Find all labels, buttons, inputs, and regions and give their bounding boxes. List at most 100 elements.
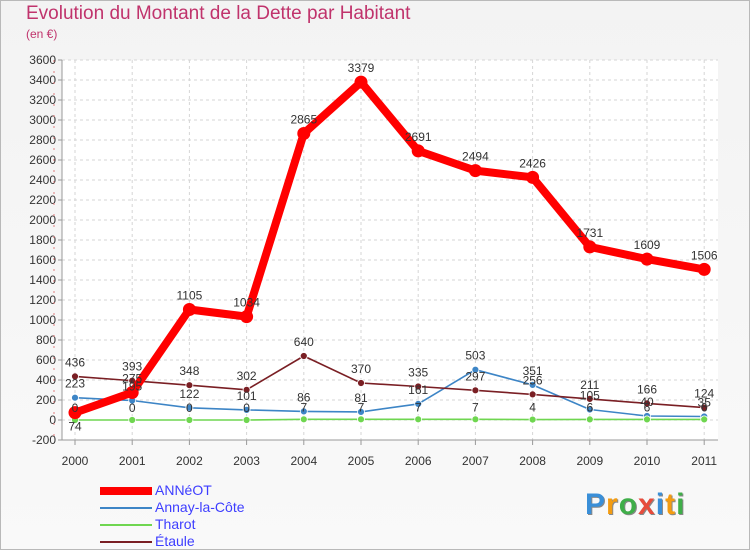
x-tick-label: 2001 — [119, 454, 146, 468]
data-label-3: 211 — [580, 378, 599, 392]
legend-label: Étaule — [155, 533, 195, 549]
data-point-3 — [585, 394, 594, 403]
legend-swatch — [100, 541, 152, 543]
data-point-2 — [185, 416, 194, 424]
data-label-1: 503 — [465, 349, 485, 363]
y-tick-label: 2000 — [29, 213, 56, 227]
x-tick-label: 2002 — [176, 454, 203, 468]
y-tick-label: -200 — [32, 433, 56, 447]
data-point-0 — [640, 252, 654, 266]
data-point-0 — [411, 144, 425, 158]
axes: -200020040060080010001200140016001800200… — [29, 53, 718, 468]
data-point-1 — [528, 380, 537, 389]
data-point-3 — [700, 403, 709, 412]
legend-swatch — [100, 487, 152, 495]
data-point-2 — [700, 415, 709, 424]
data-point-2 — [585, 415, 594, 424]
data-label-2: 4 — [529, 401, 536, 415]
data-label-0: 2691 — [405, 130, 432, 144]
y-tick-label: 3200 — [29, 93, 56, 107]
y-tick-label: 200 — [36, 393, 56, 407]
y-tick-label: 3000 — [29, 113, 56, 127]
data-label-1: 101 — [237, 389, 257, 403]
data-point-1 — [299, 407, 308, 416]
data-point-0 — [182, 303, 196, 316]
y-tick-label: 1600 — [29, 253, 56, 267]
y-tick-label: 3400 — [29, 73, 56, 87]
x-tick-label: 2010 — [634, 454, 661, 468]
y-tick-label: 800 — [36, 333, 56, 347]
data-point-1 — [71, 393, 79, 402]
data-point-0 — [297, 127, 311, 140]
legend-label: Annay-la-Côte — [155, 499, 245, 515]
data-label-1: 40 — [640, 395, 654, 409]
logo-letter: P — [585, 488, 607, 521]
data-point-1 — [185, 403, 194, 412]
data-label-3: 124 — [694, 387, 714, 401]
x-tick-label: 2009 — [576, 454, 603, 468]
data-label-0: 1105 — [176, 289, 202, 303]
y-tick-label: 2800 — [29, 133, 56, 147]
logo-letter: o — [618, 488, 639, 521]
data-point-2 — [128, 416, 137, 424]
data-label-0: 2494 — [462, 150, 489, 164]
chart-subtitle: (en €) — [26, 27, 58, 41]
data-point-3 — [414, 382, 423, 391]
data-point-0 — [526, 170, 540, 184]
data-label-3: 436 — [65, 355, 85, 369]
x-tick-label: 2004 — [290, 454, 317, 468]
data-label-2: 6 — [644, 400, 651, 414]
y-tick-label: 600 — [36, 353, 56, 367]
data-point-3 — [471, 386, 480, 395]
legend-label: ANNéOT — [155, 482, 212, 498]
series-line-3 — [74, 355, 706, 409]
logo-letter: x — [638, 488, 656, 521]
chart-title: Evolution du Montant de la Dette par Hab… — [26, 3, 411, 24]
data-point-3 — [185, 381, 194, 390]
data-label-1: 223 — [65, 377, 85, 391]
series-line-0 — [71, 78, 709, 417]
data-point-3 — [643, 399, 651, 408]
x-tick-label: 2007 — [462, 454, 489, 468]
data-label-2: 7 — [300, 400, 307, 414]
logo-letter: r — [606, 488, 619, 521]
data-point-3 — [299, 352, 308, 360]
data-label-1: 81 — [354, 391, 368, 405]
data-label-3: 302 — [237, 369, 257, 383]
x-tick-label: 2006 — [405, 454, 432, 468]
data-point-2 — [299, 415, 308, 424]
data-label-2: 0 — [72, 401, 79, 415]
y-tick-label: 400 — [36, 373, 56, 387]
data-label-2: 6 — [586, 400, 593, 414]
data-label-3: 166 — [637, 382, 657, 396]
data-label-2: 7 — [472, 400, 479, 414]
data-point-2 — [357, 415, 365, 424]
data-point-0 — [697, 262, 711, 276]
data-label-2: 0 — [186, 401, 193, 415]
data-label-3: 348 — [179, 364, 199, 378]
y-tick-label: 2200 — [29, 193, 56, 207]
data-label-0: 74 — [68, 420, 82, 434]
x-tick-label: 2008 — [519, 454, 546, 468]
y-tick-label: 2600 — [29, 153, 56, 167]
data-point-3 — [71, 372, 79, 381]
y-tick-label: 1400 — [29, 273, 56, 287]
proxiti-logo: Proxiti — [585, 488, 685, 522]
data-label-0: 2865 — [290, 113, 317, 127]
data-point-2 — [528, 415, 537, 424]
data-point-0 — [125, 386, 139, 399]
data-point-3 — [357, 379, 365, 387]
data-label-0: 1034 — [233, 296, 260, 310]
legend-swatch — [100, 524, 152, 526]
data-point-2 — [414, 415, 423, 424]
data-label-0: 275 — [122, 372, 142, 386]
data-label-3: 256 — [523, 373, 543, 387]
data-label-3: 297 — [465, 369, 485, 383]
data-label-2: 6 — [701, 400, 708, 414]
data-point-0 — [583, 240, 597, 254]
data-label-2: 7 — [415, 400, 422, 414]
series-layer — [68, 75, 711, 424]
data-label-2: 7 — [358, 400, 365, 414]
